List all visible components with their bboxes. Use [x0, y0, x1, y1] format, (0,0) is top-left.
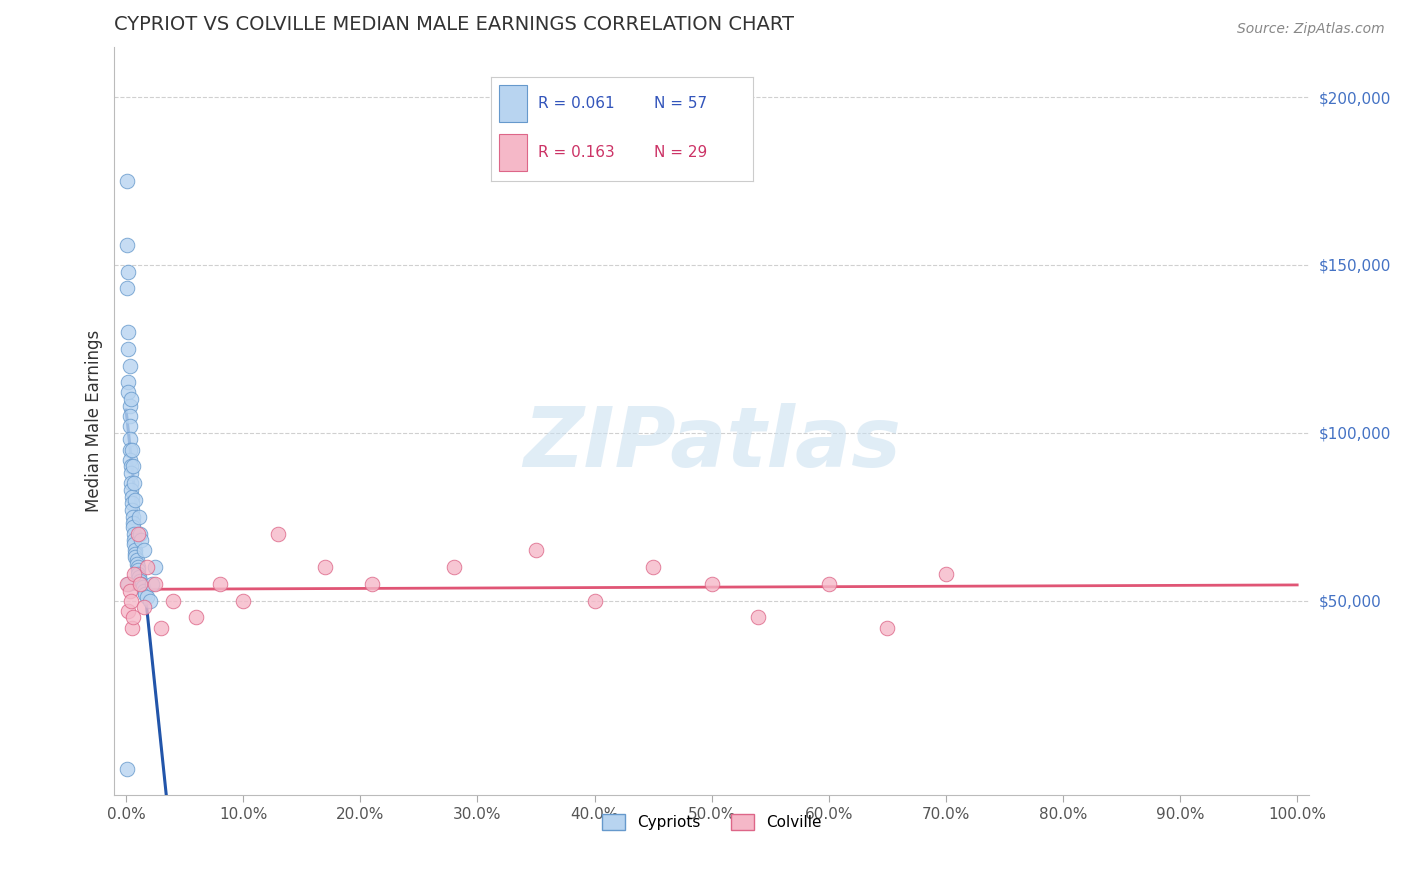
Point	[136, 591, 159, 605]
Point	[129, 574, 152, 588]
Point	[117, 577, 139, 591]
Point	[124, 476, 146, 491]
Point	[117, 237, 139, 252]
Point	[128, 509, 150, 524]
Point	[131, 577, 153, 591]
Point	[118, 442, 141, 457]
Point	[132, 600, 155, 615]
Point	[118, 399, 141, 413]
Point	[129, 577, 152, 591]
Point	[124, 536, 146, 550]
Point	[121, 496, 143, 510]
Point	[122, 509, 145, 524]
Point	[117, 325, 139, 339]
Point	[122, 520, 145, 534]
Point	[125, 557, 148, 571]
Point	[117, 174, 139, 188]
Point	[117, 385, 139, 400]
Point	[121, 620, 143, 634]
Point	[120, 466, 142, 480]
Point	[186, 610, 208, 624]
Point	[117, 265, 139, 279]
Point	[124, 549, 146, 564]
Point	[124, 566, 146, 581]
Point	[267, 526, 290, 541]
Point	[118, 409, 141, 423]
Point	[136, 560, 159, 574]
Point	[124, 533, 146, 548]
Point	[131, 580, 153, 594]
Point	[700, 577, 723, 591]
Point	[935, 566, 957, 581]
Point	[141, 577, 163, 591]
Point	[131, 533, 153, 548]
Point	[122, 459, 145, 474]
Point	[124, 492, 146, 507]
Point	[145, 577, 167, 591]
Point	[125, 553, 148, 567]
Point	[127, 560, 149, 574]
Point	[122, 610, 145, 624]
Point	[118, 433, 141, 447]
Point	[361, 577, 384, 591]
Point	[124, 526, 146, 541]
Legend: Cypriots, Colville: Cypriots, Colville	[596, 808, 828, 837]
Point	[876, 620, 898, 634]
Point	[145, 560, 167, 574]
Point	[117, 762, 139, 776]
Point	[150, 620, 173, 634]
Point	[128, 570, 150, 584]
Point	[817, 577, 839, 591]
Point	[124, 543, 146, 558]
Point	[117, 376, 139, 390]
Point	[122, 516, 145, 531]
Point	[120, 392, 142, 407]
Point	[124, 547, 146, 561]
Point	[583, 593, 606, 607]
Point	[120, 593, 142, 607]
Point	[127, 564, 149, 578]
Point	[121, 442, 143, 457]
Y-axis label: Median Male Earnings: Median Male Earnings	[86, 330, 103, 512]
Point	[121, 503, 143, 517]
Point	[747, 610, 769, 624]
Point	[127, 526, 149, 541]
Point	[524, 543, 547, 558]
Point	[208, 577, 231, 591]
Point	[120, 459, 142, 474]
Point	[120, 476, 142, 491]
Point	[120, 483, 142, 497]
Point	[232, 593, 254, 607]
Point	[138, 593, 160, 607]
Point	[314, 560, 336, 574]
Point	[129, 526, 152, 541]
Point	[117, 281, 139, 295]
Text: CYPRIOT VS COLVILLE MEDIAN MALE EARNINGS CORRELATION CHART: CYPRIOT VS COLVILLE MEDIAN MALE EARNINGS…	[114, 15, 794, 34]
Text: Source: ZipAtlas.com: Source: ZipAtlas.com	[1237, 22, 1385, 37]
Point	[117, 604, 139, 618]
Point	[118, 583, 141, 598]
Point	[118, 419, 141, 434]
Point	[134, 587, 156, 601]
Point	[118, 359, 141, 373]
Text: ZIPatlas: ZIPatlas	[523, 403, 901, 484]
Point	[117, 577, 139, 591]
Point	[162, 593, 184, 607]
Point	[132, 583, 155, 598]
Point	[118, 452, 141, 467]
Point	[117, 342, 139, 356]
Point	[443, 560, 465, 574]
Point	[132, 543, 155, 558]
Point	[121, 490, 143, 504]
Point	[127, 566, 149, 581]
Point	[643, 560, 665, 574]
